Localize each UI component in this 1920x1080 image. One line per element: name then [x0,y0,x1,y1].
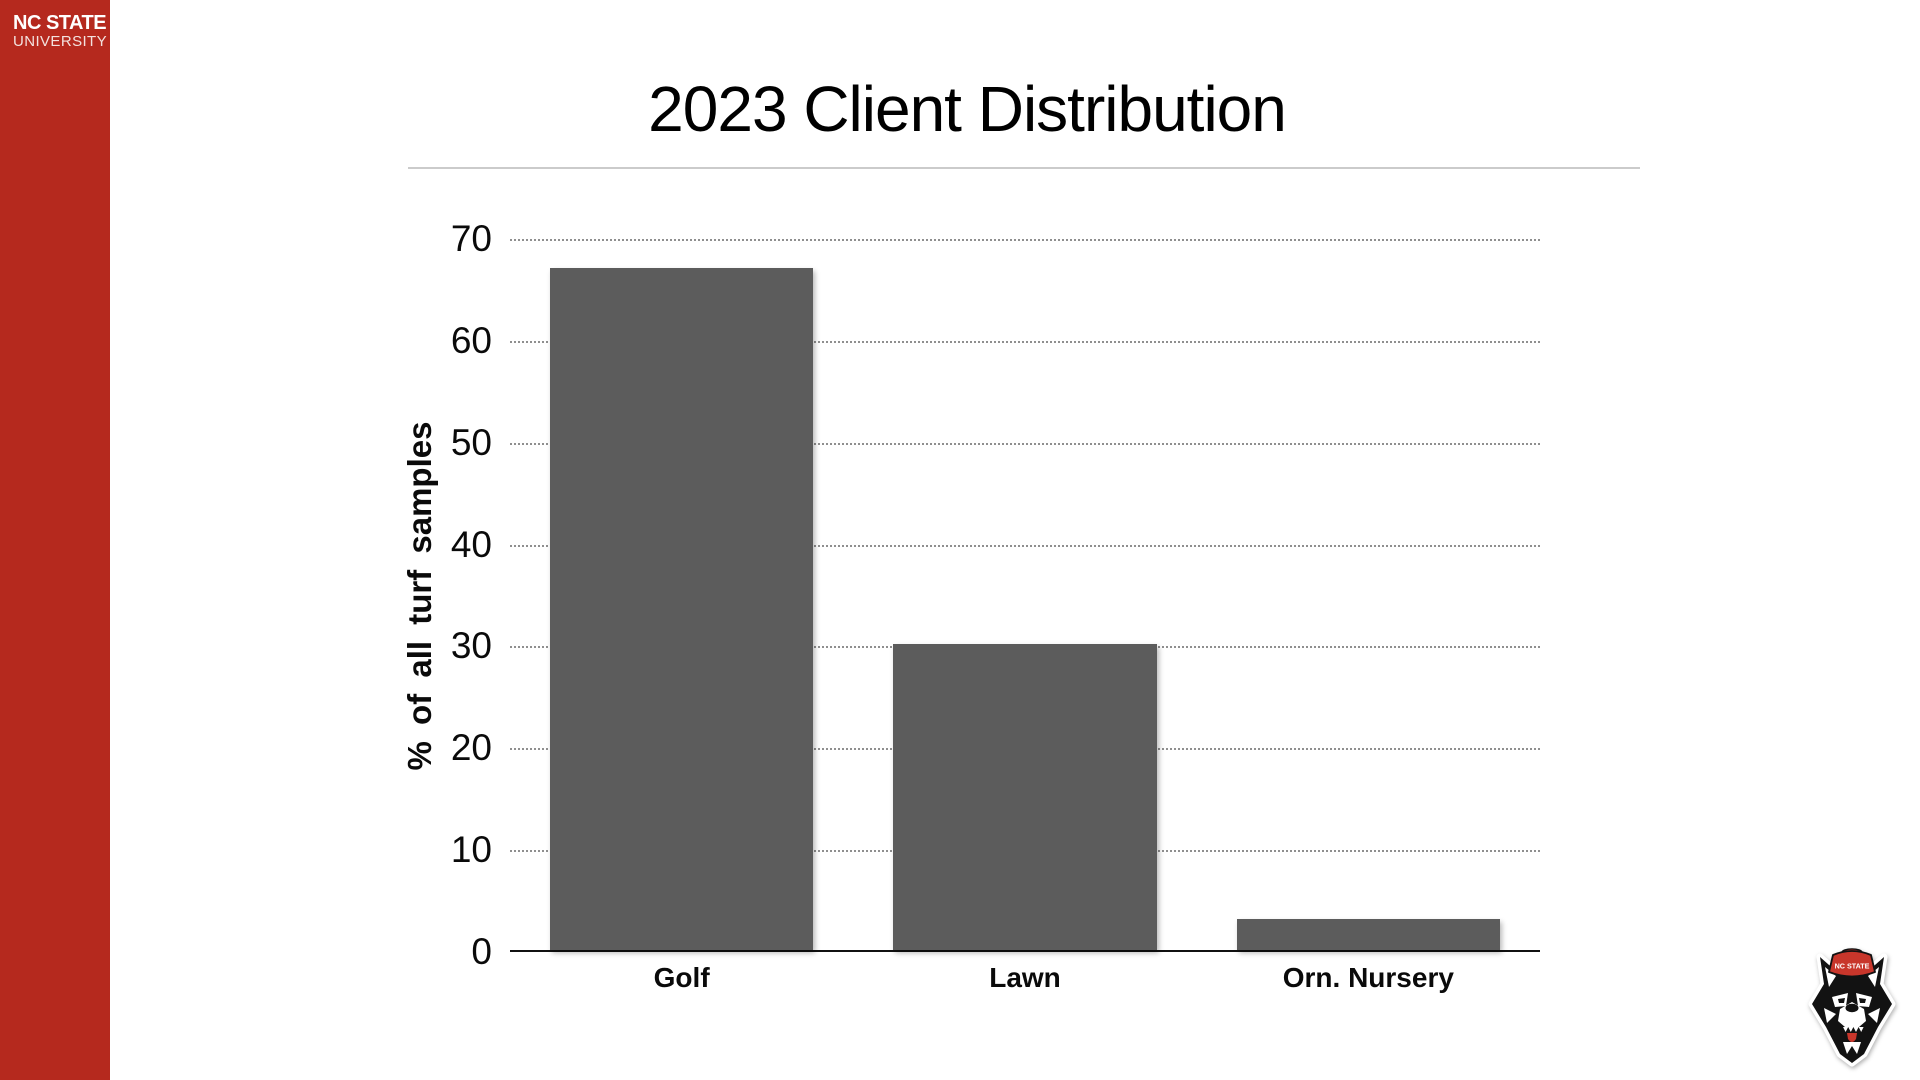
brand-sidebar: NC STATE UNIVERSITY [0,0,110,1080]
gridline-50 [510,442,1540,445]
brand-subname: UNIVERSITY [13,33,108,50]
x-category-label-lawn: Lawn [989,962,1061,993]
y-tick-label-10: 10 [450,829,492,871]
x-category-label-orn-nursery: Orn. Nursery [1282,962,1454,993]
page-title: 2023 Client Distribution [648,73,1287,145]
bar-lawn [893,644,1157,950]
bar-golf [550,267,814,950]
brand-name: NC STATE [13,12,107,34]
plot-area [510,239,1540,952]
y-tick-label-40: 40 [450,523,492,565]
title-divider [408,167,1640,169]
y-axis-title: % of all turf samples [401,421,438,771]
gridline-40 [510,544,1540,547]
gridline-70 [510,239,1540,241]
gridline-60 [510,340,1540,343]
y-tick-label-30: 30 [450,625,492,667]
x-category-label-golf: Golf [653,962,710,993]
y-tick-label-20: 20 [450,727,492,769]
y-tick-label-70: 70 [450,218,492,259]
y-tick-label-60: 60 [450,319,492,361]
y-tick-label-50: 50 [450,421,492,463]
mascot-hat-text: NC STATE [1835,962,1870,971]
nc-state-wolfpack-head-icon: NC STATE [1808,948,1896,1067]
bar-orn-nursery [1236,919,1500,950]
y-tick-label-0: 0 [471,931,492,972]
nc-state-wordmark: NC STATE UNIVERSITY [13,13,107,50]
